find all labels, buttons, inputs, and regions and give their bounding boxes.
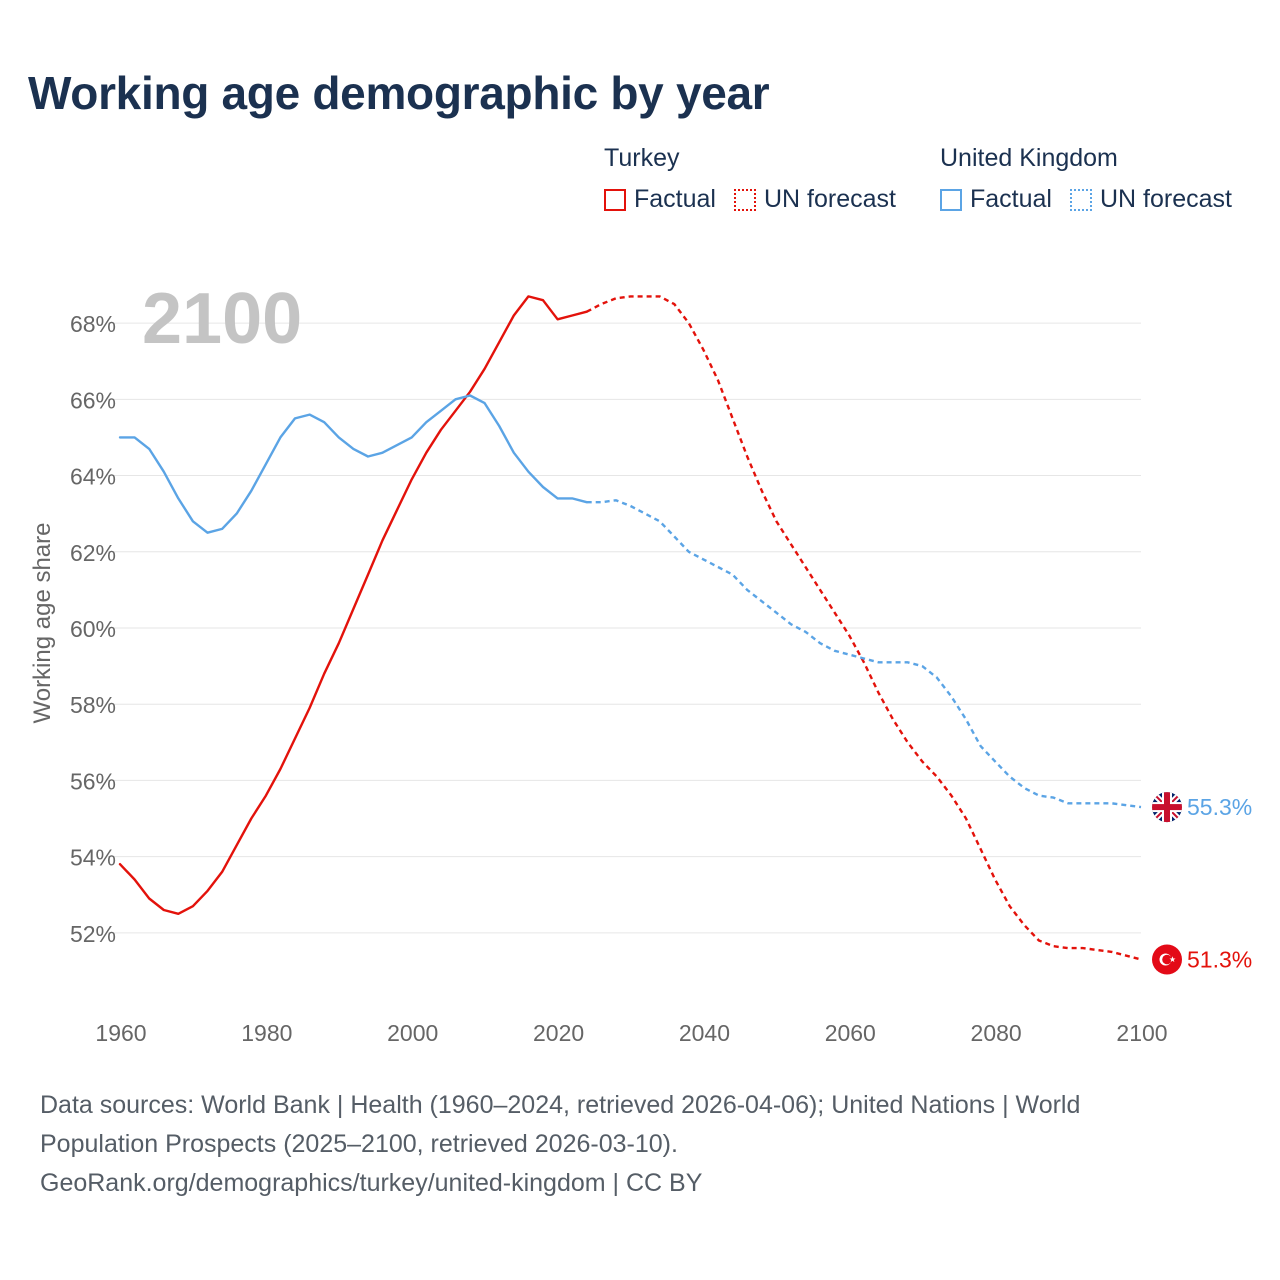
y-tick-label: 60% (70, 616, 116, 642)
legend-swatch-uk-forecast (1069, 188, 1092, 211)
x-tick-label: 1960 (95, 1020, 146, 1046)
y-tick-label: 66% (70, 387, 116, 413)
x-tick-label: 2020 (533, 1020, 584, 1046)
end-markers: 51.3% 55.3% (1152, 792, 1252, 975)
series-line-united-kingdom-factual (118, 394, 588, 534)
end-value-label-turkey: 51.3% (1187, 947, 1252, 973)
united-kingdom-flag-icon (1152, 792, 1182, 823)
line-chart: 52% 54% 56% 58% 60% 62% 64% 66% 68% 1960 1980 2000… (29, 279, 1252, 1046)
x-axis-ticks: 1960 1980 2000 2020 2040 2060 2080 2100 (95, 1020, 1167, 1046)
footer-line-2: Population Prospects (2025–2100, retriev… (40, 1130, 678, 1158)
legend-united-kingdom: United Kingdom Factual UN forecast (940, 144, 1250, 214)
legend-swatch-uk-factual (940, 188, 962, 211)
footer-line-3: GeoRank.org/demographics/turkey/united-k… (40, 1169, 703, 1197)
legend-heading-united-kingdom: United Kingdom (940, 144, 1118, 172)
x-tick-label: 2000 (387, 1020, 438, 1046)
x-tick-label: 2100 (1116, 1020, 1167, 1046)
footer-line-1: Data sources: World Bank | Health (1960–… (40, 1091, 1081, 1119)
y-tick-label: 54% (70, 845, 116, 871)
legend-label-uk-forecast: UN forecast (1099, 185, 1232, 213)
year-watermark: 2100 (142, 279, 302, 359)
y-tick-label: 58% (70, 692, 116, 718)
series-layer (118, 295, 1142, 961)
grid-lines (108, 322, 1141, 934)
y-tick-label: 52% (70, 921, 116, 947)
legend-label-uk-factual: Factual (970, 185, 1052, 213)
legend-swatch-turkey-factual (604, 188, 626, 211)
legend-item-uk-forecast[interactable]: UN forecast (1069, 185, 1232, 214)
y-tick-label: 62% (70, 540, 116, 566)
y-axis-ticks: 52% 54% 56% 58% 60% 62% 64% 66% 68% (70, 311, 116, 947)
footer-sources: Data sources: World Bank | Health (1960–… (40, 1086, 1220, 1203)
y-tick-label: 56% (70, 768, 116, 794)
x-tick-label: 1980 (241, 1020, 292, 1046)
end-value-label-united-kingdom: 55.3% (1187, 794, 1252, 820)
x-tick-label: 2040 (679, 1020, 730, 1046)
series-line-turkey-factual (118, 295, 588, 915)
page-title: Working age demographic by year (28, 67, 770, 119)
legend-label-turkey-forecast: UN forecast (763, 185, 896, 213)
legend-item-turkey-factual[interactable]: Factual (604, 185, 716, 214)
series-line-turkey-forecast (586, 295, 1142, 961)
legend-item-turkey-forecast[interactable]: UN forecast (733, 185, 896, 214)
legend-item-uk-factual[interactable]: Factual (940, 185, 1052, 214)
legend-turkey: Turkey Factual UN forecast (604, 144, 914, 214)
legend-heading-turkey: Turkey (604, 144, 680, 172)
y-tick-label: 64% (70, 464, 116, 490)
y-tick-label: 68% (70, 311, 116, 337)
legend-label-turkey-factual: Factual (634, 185, 716, 213)
series-line-united-kingdom-forecast (586, 499, 1142, 809)
x-tick-label: 2080 (971, 1020, 1022, 1046)
turkey-flag-icon (1152, 944, 1182, 975)
y-axis-label: Working age share (29, 523, 56, 724)
legend-swatch-turkey-forecast (733, 188, 756, 211)
x-tick-label: 2060 (825, 1020, 876, 1046)
